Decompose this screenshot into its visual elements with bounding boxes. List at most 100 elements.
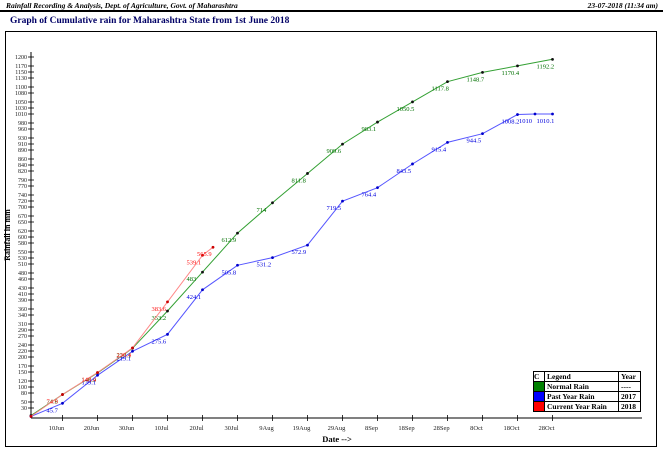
svg-text:1080: 1080	[15, 91, 27, 97]
chart-legend: C Legend Year Normal Rain ---- Past Year…	[533, 371, 641, 412]
data-label: 74.9	[47, 399, 58, 406]
svg-text:770: 770	[18, 184, 27, 190]
svg-text:220: 220	[18, 349, 27, 355]
svg-text:890: 890	[18, 148, 27, 154]
data-label: 1170.4	[502, 70, 520, 77]
svg-text:170: 170	[18, 364, 27, 370]
data-label: 539.1	[187, 259, 202, 266]
svg-text:240: 240	[18, 343, 27, 349]
legend-row-past-year: Past Year Rain 2017	[533, 391, 641, 402]
svg-text:150: 150	[18, 370, 27, 376]
data-label: 764.4	[362, 192, 377, 199]
svg-text:30: 30	[21, 406, 27, 412]
x-axis-title: Date -->	[322, 434, 352, 444]
data-label: 139.1	[82, 379, 97, 386]
svg-text:1170: 1170	[15, 64, 27, 70]
svg-text:10Jun: 10Jun	[49, 425, 65, 432]
data-label: 219.1	[117, 355, 132, 362]
current-year-rain-year: 2018	[618, 401, 641, 412]
data-label: 1010	[519, 118, 532, 125]
svg-text:700: 700	[18, 205, 27, 211]
data-label: 843.5	[397, 168, 412, 175]
svg-text:1100: 1100	[15, 85, 27, 91]
svg-text:980: 980	[18, 121, 27, 127]
series-past-year-rain: 45.7 139.1 219.1 275.6 424.1 505.8 531.2 572.9 7…	[29, 112, 554, 418]
axis-titles: Rainfall in mm Date -->	[3, 209, 352, 444]
svg-text:670: 670	[18, 214, 27, 220]
svg-text:580: 580	[18, 241, 27, 247]
current-year-rain-swatch	[533, 401, 545, 412]
data-label: 1008.2	[502, 119, 520, 126]
data-label: 229.1	[117, 352, 132, 359]
data-label: 1148.7	[467, 76, 485, 83]
data-label: 45.7	[47, 407, 59, 414]
svg-text:8Sep: 8Sep	[365, 425, 378, 432]
svg-text:30Jul: 30Jul	[224, 425, 238, 432]
svg-text:910: 910	[18, 142, 27, 148]
data-label: 230.4	[117, 352, 132, 359]
svg-text:410: 410	[18, 292, 27, 298]
svg-text:28Sep: 28Sep	[433, 425, 449, 432]
past-year-rain-label: Past Year Rain	[544, 391, 619, 402]
header-left-text: Rainfall Recording & Analysis, Dept. of …	[6, 1, 238, 10]
svg-text:720: 720	[18, 199, 27, 205]
data-label: 1050.5	[397, 106, 415, 113]
legend-col-year: Year	[618, 371, 641, 382]
data-label: 148.4	[82, 376, 97, 383]
series-normal-rain: 74.8146.9229.1353.2483612.9714811.8909.6…	[29, 57, 555, 417]
svg-text:200: 200	[18, 355, 27, 361]
svg-text:430: 430	[18, 286, 27, 292]
svg-text:510: 510	[18, 262, 27, 268]
chart-title: Graph of Cumulative rain for Maharashtra…	[10, 16, 290, 26]
svg-text:790: 790	[18, 178, 27, 184]
data-label: 383.6	[152, 306, 167, 313]
data-label: 811.8	[292, 177, 306, 184]
data-label: 612.9	[222, 237, 237, 244]
svg-text:480: 480	[18, 271, 27, 277]
legend-row-current-year: Current Year Rain 2018	[533, 401, 641, 412]
svg-text:460: 460	[18, 277, 27, 283]
svg-text:50: 50	[21, 400, 27, 406]
data-label: 719.5	[327, 205, 342, 212]
data-label: 275.6	[152, 338, 167, 345]
data-label: 424.1	[187, 294, 202, 301]
header-date-text: 23-07-2018 (11:34 am)	[587, 1, 658, 10]
svg-text:20Jul: 20Jul	[189, 425, 203, 432]
svg-text:1030: 1030	[15, 106, 27, 112]
data-label: 944.5	[467, 138, 482, 145]
legend-col-c: C	[533, 371, 545, 382]
svg-text:29Aug: 29Aug	[328, 425, 346, 432]
y-axis-title: Rainfall in mm	[3, 209, 12, 261]
svg-text:1150: 1150	[15, 70, 27, 76]
svg-text:1200: 1200	[15, 55, 27, 61]
data-label: 714	[257, 207, 268, 214]
past-year-rain-year: 2017	[618, 391, 641, 402]
data-label: 531.2	[257, 262, 272, 269]
svg-text:550: 550	[18, 250, 27, 256]
x-axis-ticks: 10Jun 20Jun 30Jun 10Jul 20Jul 30Jul 9Aug 19Aug 2…	[49, 415, 555, 432]
svg-text:340: 340	[18, 313, 27, 319]
svg-text:28Oct: 28Oct	[539, 425, 555, 432]
normal-rain-year: ----	[618, 381, 641, 392]
svg-text:1130: 1130	[15, 76, 27, 82]
data-label: 483	[187, 276, 197, 283]
svg-text:270: 270	[18, 334, 27, 340]
svg-text:8Oct: 8Oct	[470, 425, 483, 432]
past-year-rain-swatch	[533, 391, 545, 402]
svg-text:100: 100	[18, 385, 27, 391]
svg-text:840: 840	[18, 163, 27, 169]
svg-text:390: 390	[18, 298, 27, 304]
normal-rain-label: Normal Rain	[544, 381, 619, 392]
svg-text:310: 310	[18, 322, 27, 328]
svg-text:10Jul: 10Jul	[154, 425, 168, 432]
page-header: Rainfall Recording & Analysis, Dept. of …	[0, 1, 663, 12]
svg-text:960: 960	[18, 127, 27, 133]
svg-text:9Aug: 9Aug	[259, 425, 274, 432]
data-label: 565.9	[197, 251, 212, 258]
data-label: 353.2	[152, 315, 167, 322]
svg-text:30Jun: 30Jun	[119, 425, 135, 432]
data-label: 1192.2	[537, 63, 555, 70]
svg-text:930: 930	[18, 136, 27, 142]
